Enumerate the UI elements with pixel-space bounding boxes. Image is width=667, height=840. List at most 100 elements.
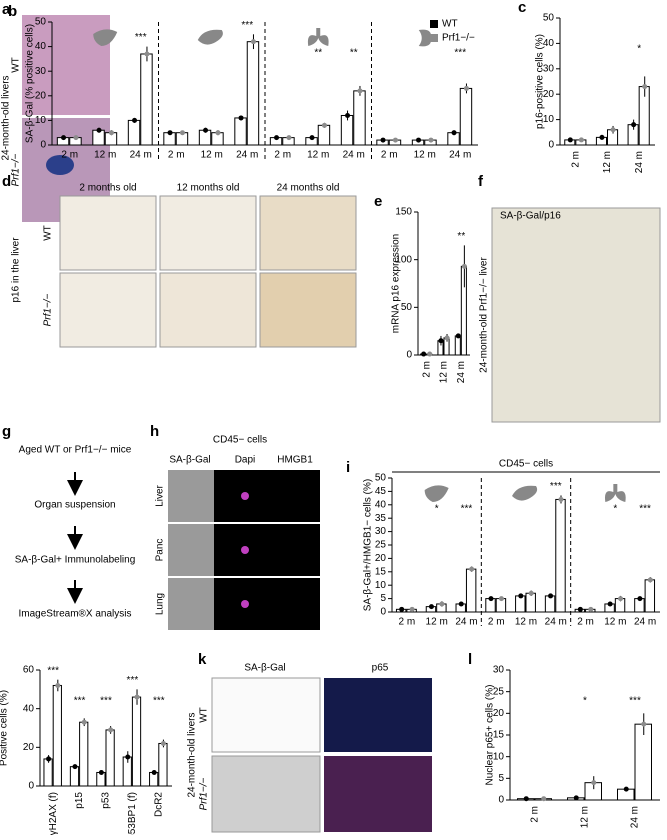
- chart-title: CD45− cells: [499, 459, 553, 470]
- y-tick-label: 25: [375, 540, 387, 551]
- y-tick-label: 15: [375, 566, 387, 577]
- micrograph: [324, 678, 432, 752]
- mean-dot: [132, 117, 138, 123]
- significance: ***: [100, 696, 112, 707]
- y-tick-label: 50: [35, 17, 47, 28]
- mean-dot: [380, 137, 386, 143]
- mean-dot: [409, 606, 415, 612]
- mean-dot: [134, 694, 140, 700]
- significance: ***: [454, 48, 466, 59]
- x-tick-label: 24 m: [634, 151, 645, 173]
- y-tick-label: 60: [23, 665, 35, 676]
- bar: [127, 119, 141, 146]
- flow-step: Organ suspension: [34, 500, 115, 511]
- y-tick-label: 30: [543, 63, 555, 74]
- mean-dot: [599, 134, 605, 140]
- row-label: WT: [11, 57, 22, 73]
- mean-dot: [108, 130, 114, 136]
- mean-dot: [647, 577, 653, 583]
- column-label: p65: [372, 663, 389, 674]
- mean-dot: [421, 351, 427, 357]
- bar: [644, 579, 656, 613]
- micrograph: [159, 272, 257, 348]
- row-label: WT: [43, 225, 54, 241]
- y-tick-label: 30: [35, 66, 47, 77]
- x-tick-label: p53: [101, 792, 112, 809]
- panel-letter: h: [150, 423, 159, 440]
- row-label: WT: [199, 707, 210, 723]
- mean-dot: [610, 127, 616, 133]
- x-tick-label: 12 m: [94, 150, 116, 161]
- stain-spot: [46, 155, 74, 175]
- significance: ***: [74, 696, 86, 707]
- micrograph: [491, 207, 661, 423]
- x-tick-label: 2 m: [421, 361, 432, 378]
- y-axis-label: Positive cells (%): [0, 690, 10, 766]
- x-tick-label: 24 m: [130, 150, 152, 161]
- y-axis-label: SA-β-Gal (% positive cells): [25, 24, 36, 143]
- y-tick-label: 20: [35, 90, 47, 101]
- bar: [317, 124, 331, 146]
- x-tick-label: 12 m: [515, 617, 537, 628]
- y-tick-label: 50: [375, 473, 387, 484]
- y-tick-label: 35: [375, 513, 387, 524]
- significance: ***: [639, 504, 651, 515]
- organ-icon: [418, 29, 431, 47]
- panel-letter: i: [346, 459, 350, 476]
- x-tick-label: 12 m: [307, 150, 329, 161]
- x-tick-label: p15: [74, 792, 85, 809]
- flow-step: Aged WT or Prf1−/− mice: [19, 445, 132, 456]
- organ-icon: [512, 485, 538, 501]
- mean-dot: [573, 795, 579, 801]
- mean-dot: [392, 137, 398, 143]
- mean-dot: [215, 130, 221, 136]
- mean-dot: [96, 127, 102, 133]
- y-tick-label: 10: [493, 751, 505, 762]
- mean-dot: [528, 590, 534, 596]
- x-tick-label: 2 m: [530, 806, 541, 823]
- micrograph: [211, 677, 321, 753]
- row-label: Lung: [155, 593, 166, 615]
- bar: [454, 335, 461, 356]
- y-tick-label: 20: [375, 553, 387, 564]
- organ-icon: [605, 484, 626, 502]
- mean-dot: [160, 740, 166, 746]
- mean-dot: [523, 796, 529, 802]
- column-label: SA-β-Gal: [169, 455, 210, 466]
- x-tick-label: 24 m: [456, 361, 467, 383]
- mean-dot: [167, 130, 173, 136]
- mean-dot: [641, 721, 647, 727]
- mean-dot: [623, 786, 629, 792]
- bar: [158, 742, 168, 787]
- x-tick-label: 2 m: [168, 150, 185, 161]
- mean-dot: [455, 333, 461, 339]
- x-tick-label: 2 m: [570, 151, 581, 168]
- panel-letter: k: [198, 651, 207, 668]
- y-tick-label: 5: [380, 593, 386, 604]
- flow-step: ImageStream®X analysis: [19, 609, 132, 620]
- mean-dot: [463, 85, 469, 91]
- y-tick-label: 20: [23, 742, 35, 753]
- y-tick-label: 40: [375, 499, 387, 510]
- panel-letter: d: [2, 173, 11, 190]
- side-label: 24-month-old livers: [187, 712, 198, 797]
- row-label: Prf1−/−: [43, 293, 54, 326]
- y-tick-label: 0: [40, 140, 46, 151]
- x-tick-label: 2 m: [577, 617, 594, 628]
- panel-letter: l: [468, 651, 472, 668]
- mean-dot: [558, 496, 564, 502]
- mean-dot: [345, 112, 351, 118]
- column-label: 12 months old: [177, 183, 240, 194]
- y-tick-label: 40: [543, 38, 555, 49]
- y-tick-label: 10: [35, 115, 47, 126]
- bar: [246, 41, 260, 146]
- side-label: p16 in the liver: [11, 237, 22, 303]
- x-tick-label: 24 m: [343, 150, 365, 161]
- mean-dot: [286, 135, 292, 141]
- significance: **: [457, 231, 465, 242]
- bar: [105, 729, 115, 787]
- stain-label: SA-β-Gal/p16: [500, 211, 561, 222]
- panel-letter: g: [2, 423, 11, 440]
- legend-label: Prf1−/−: [442, 33, 475, 44]
